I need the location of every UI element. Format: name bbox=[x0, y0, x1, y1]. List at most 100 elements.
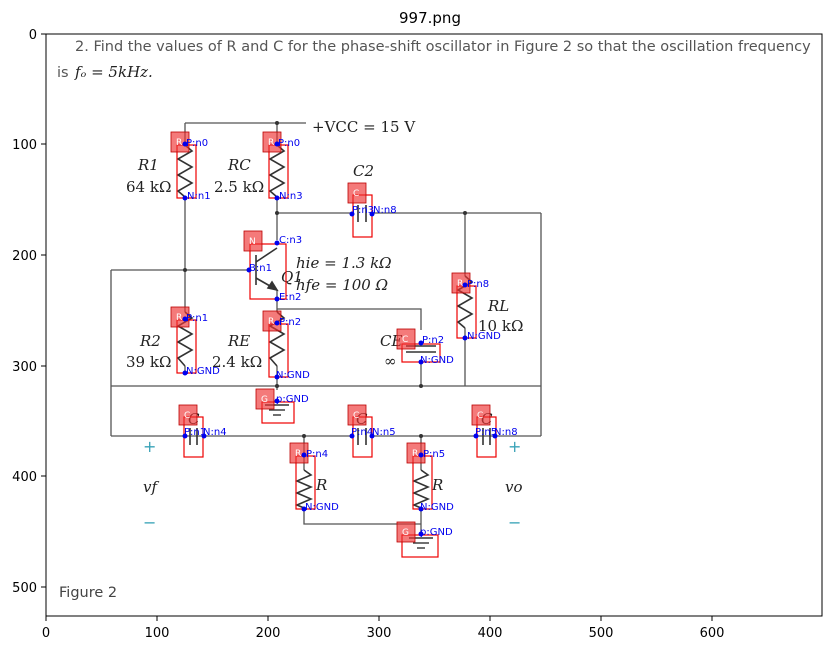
transistor-arrow bbox=[266, 280, 279, 292]
pin-label: P:n8 bbox=[467, 279, 489, 290]
pin-label: P:n4 bbox=[351, 427, 373, 438]
component-tag: N bbox=[249, 237, 256, 247]
annotation-c-right: C P:n5 N:n8 bbox=[471, 404, 518, 458]
component-tag: R bbox=[295, 449, 301, 459]
y-tick-label: 500 bbox=[12, 581, 37, 596]
annotation-r2: R P:n1 N:GND bbox=[170, 306, 220, 377]
transistor-collector-leg bbox=[255, 247, 278, 263]
pin-label: P:n2 bbox=[279, 317, 301, 328]
circuit-wires bbox=[110, 122, 542, 534]
vo-label: vo bbox=[505, 478, 523, 496]
x-tick-label: 400 bbox=[478, 626, 503, 641]
pin-label: P:n4 bbox=[306, 449, 328, 460]
vf-minus: − bbox=[143, 513, 156, 532]
pin-label: N:GND bbox=[420, 502, 454, 513]
component-tag: C bbox=[477, 411, 483, 421]
component-tag: C bbox=[402, 335, 408, 345]
re-label: RE bbox=[227, 332, 250, 350]
x-tick-label: 100 bbox=[145, 626, 170, 641]
pin-label: N:n8 bbox=[373, 205, 397, 216]
pin-label: P:n1 bbox=[186, 313, 208, 324]
c2-label: C2 bbox=[353, 162, 374, 180]
junction-dots bbox=[183, 121, 467, 438]
problem-line-2-math: fₒ = 5kHz. bbox=[74, 63, 153, 81]
y-tick-label: 400 bbox=[12, 470, 37, 485]
pin-label: B:n1 bbox=[249, 263, 272, 274]
rc-value: 2.5 kΩ bbox=[214, 178, 264, 196]
annotation-transistor: N C:n3 B:n1 E:n2 bbox=[243, 230, 302, 303]
x-tick-label: 500 bbox=[589, 626, 614, 641]
annotation-c-left: C P:n1 N:n4 bbox=[178, 404, 227, 458]
pin-label: P:n5 bbox=[475, 427, 497, 438]
pin-label: N:GND bbox=[186, 366, 220, 377]
annotation-rl: R P:n8 N:GND bbox=[451, 272, 501, 342]
y-tick-label: 100 bbox=[12, 138, 37, 153]
pin-label: N:GND bbox=[276, 370, 310, 381]
vf-label: vf bbox=[143, 478, 159, 496]
y-tick-label: 200 bbox=[12, 249, 37, 264]
annotation-rc: R P:n0 N:n3 bbox=[262, 131, 303, 202]
ce-infinity: ∞ bbox=[384, 352, 397, 370]
annotation-ground-1: G p:GND bbox=[255, 388, 309, 424]
annotation-ground-2: G p:GND bbox=[396, 521, 453, 558]
hie-label: hie = 1.3 kΩ bbox=[296, 254, 392, 272]
r-right-zigzag bbox=[411, 469, 431, 509]
pin-label: P:n5 bbox=[423, 449, 445, 460]
rc-zigzag bbox=[268, 144, 286, 198]
r2-label: R2 bbox=[139, 332, 161, 350]
r-left-zigzag bbox=[294, 469, 314, 509]
r-left-label: R bbox=[315, 476, 327, 494]
r2-zigzag bbox=[176, 311, 194, 367]
pin-label: N:GND bbox=[420, 355, 454, 366]
re-value: 2.4 kΩ bbox=[212, 353, 262, 371]
pin-label: P:n0 bbox=[186, 138, 208, 149]
vcc-label: +VCC = 15 V bbox=[312, 118, 416, 136]
re-zigzag bbox=[268, 311, 286, 367]
pin-label: P:n1 bbox=[184, 427, 206, 438]
pin-label: N:GND bbox=[467, 331, 501, 342]
pin-label: P:n2 bbox=[422, 335, 444, 346]
x-tick-label: 0 bbox=[42, 626, 50, 641]
r1-zigzag bbox=[176, 144, 194, 198]
annotation-c2: C P:n3 N:n8 bbox=[347, 182, 397, 238]
emitter-to-ce bbox=[277, 308, 422, 330]
annotation-c-mid: C P:n4 N:n5 bbox=[347, 404, 396, 458]
x-tick-label: 600 bbox=[700, 626, 725, 641]
r1-value: 64 kΩ bbox=[126, 178, 171, 196]
pin-label: p:GND bbox=[276, 394, 309, 405]
annotation-r1: R P:n0 N:n1 bbox=[170, 131, 211, 202]
r2-value: 39 kΩ bbox=[126, 353, 171, 371]
annotation-r-left: R P:n4 N:GND bbox=[289, 442, 339, 513]
rc-label: RC bbox=[227, 156, 251, 174]
vo-plus: + bbox=[508, 437, 521, 456]
component-tag: C bbox=[353, 189, 359, 199]
component-tag: R bbox=[412, 449, 418, 459]
y-axis: 0 100 200 300 400 500 bbox=[12, 28, 46, 596]
r-left-bottom bbox=[303, 508, 421, 525]
pin-label: C:n3 bbox=[279, 235, 302, 246]
r-right-label: R bbox=[431, 476, 443, 494]
y-tick-label: 300 bbox=[12, 360, 37, 375]
component-tag: R bbox=[176, 313, 182, 323]
component-tag: R bbox=[457, 279, 463, 289]
component-tag: R bbox=[176, 138, 182, 148]
pin-label: N:n5 bbox=[372, 427, 396, 438]
annotation-r-right: R P:n5 N:GND bbox=[406, 442, 454, 513]
component-tag: C bbox=[184, 411, 190, 421]
transistor-symbol bbox=[255, 247, 279, 292]
r1-label: R1 bbox=[137, 156, 159, 174]
problem-line-1: 2. Find the values of R and C for the ph… bbox=[75, 39, 811, 55]
problem-line-2-prefix: is bbox=[57, 65, 69, 81]
pin-label: N:GND bbox=[305, 502, 339, 513]
x-tick-label: 200 bbox=[256, 626, 281, 641]
annotation-re: R P:n2 N:GND bbox=[262, 310, 310, 381]
component-tag: G bbox=[261, 395, 268, 405]
component-tag: C bbox=[353, 411, 359, 421]
pin-label: p:GND bbox=[420, 527, 453, 538]
component-tag: R bbox=[268, 317, 274, 327]
component-tag: R bbox=[268, 138, 274, 148]
annotation-ce: C P:n2 N:GND bbox=[396, 328, 454, 366]
rl-value: 10 kΩ bbox=[478, 317, 523, 335]
pin-label: E:n2 bbox=[279, 292, 301, 303]
